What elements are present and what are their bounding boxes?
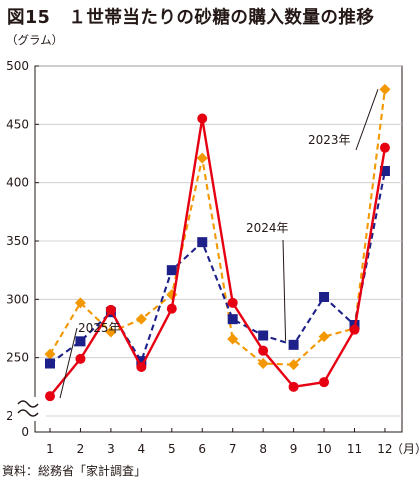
data-point (45, 358, 55, 369)
chart-title: 図15 １世帯当たりの砂糖の購入数量の推移 (7, 8, 375, 28)
data-point (288, 381, 299, 392)
x-tick-label: 6 (198, 442, 206, 456)
annotation-leader (282, 239, 287, 341)
data-point (196, 152, 208, 164)
data-point (74, 297, 86, 309)
x-tick-label: 1 (46, 442, 54, 456)
x-tick-label: 5 (168, 442, 176, 456)
data-point (136, 356, 147, 367)
x-tick-label: 3 (107, 442, 115, 456)
data-point (105, 304, 116, 315)
data-point (227, 314, 238, 325)
data-point (105, 326, 117, 338)
annotation-leader (355, 89, 379, 151)
data-point (319, 377, 330, 388)
x-tick-label: 11 (347, 442, 362, 456)
series-2025年 (45, 113, 390, 402)
data-point (44, 348, 56, 360)
data-point (227, 297, 238, 308)
data-point (135, 313, 147, 325)
data-point (349, 324, 360, 335)
annotation-label: 2023年 (308, 133, 351, 147)
data-point (75, 353, 86, 364)
data-point (166, 265, 177, 276)
data-point (257, 358, 269, 369)
data-point (75, 336, 86, 347)
x-tick-label: 7 (229, 442, 237, 456)
annotation-label: 2024年 (246, 221, 289, 235)
x-tick-label: 9 (290, 442, 298, 456)
y-axis-unit-label: （グラム） (6, 33, 64, 47)
source-note: 資料：総務省「家計調査」 (2, 464, 147, 478)
y-tick-label: 0 (21, 425, 29, 439)
y-axis-ticks: 0200250300350400450500 (6, 59, 39, 439)
data-point (379, 142, 390, 153)
series-2024年 (45, 166, 390, 369)
x-tick-label: 2 (77, 442, 85, 456)
data-point (197, 113, 208, 124)
axis-break (12, 397, 46, 421)
data-point (379, 166, 390, 176)
y-tick-label: 350 (6, 234, 29, 248)
data-point (258, 345, 269, 356)
data-point (136, 362, 147, 372)
data-point (45, 391, 55, 402)
annotation-label: 2025年 (78, 321, 121, 335)
data-point (288, 339, 299, 350)
y-tick-label: 450 (6, 117, 29, 131)
x-axis-label: （月） (391, 442, 420, 456)
data-point (166, 303, 177, 314)
series-line (49, 89, 386, 366)
series-line (49, 117, 387, 397)
plot-frame (34, 65, 403, 433)
x-tick-label: 10 (316, 442, 331, 456)
data-point (288, 359, 300, 371)
annotation-leader (59, 327, 78, 399)
x-tick-label: 8 (259, 442, 267, 456)
series-layer (44, 83, 391, 402)
x-tick-label: 12 (377, 442, 392, 456)
x-tick-label: 4 (138, 442, 146, 456)
y-tick-label: 500 (6, 59, 29, 73)
data-point (258, 330, 269, 341)
data-point (379, 83, 391, 95)
data-point (227, 333, 239, 345)
data-point (318, 331, 330, 343)
data-point (197, 237, 208, 248)
y-tick-label: 400 (6, 176, 29, 190)
data-point (319, 292, 330, 302)
annotation-layer: 2023年 2024年 2025年 (59, 89, 379, 399)
grid-lines (35, 65, 402, 417)
y-tick-label: 300 (6, 292, 29, 306)
y-tick-label: 250 (6, 351, 29, 365)
